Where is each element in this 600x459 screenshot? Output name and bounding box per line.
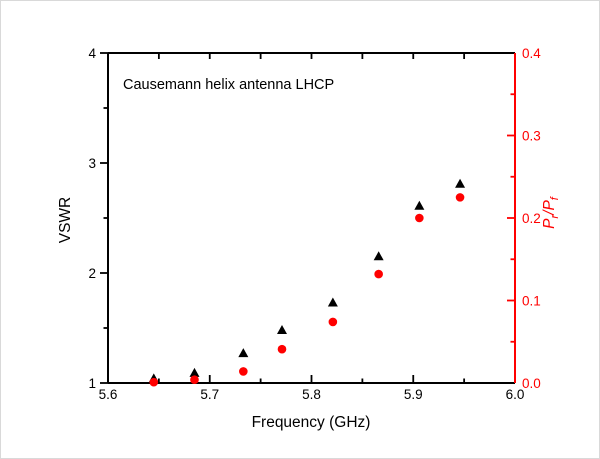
vswr-data-point xyxy=(238,348,249,358)
x-axis-title: Frequency (GHz) xyxy=(251,414,371,431)
right-tick-label: 0.2 xyxy=(522,211,541,226)
x-tick-label: 5.6 xyxy=(99,387,118,402)
right-tick-label: 0.4 xyxy=(522,46,541,61)
right-axis-title-sub2: f xyxy=(549,197,562,201)
left-tick-label: 1 xyxy=(88,376,96,391)
prpf-data-point xyxy=(415,213,424,223)
right-axis-title-base2: P xyxy=(540,200,558,211)
right-tick-label: 0.0 xyxy=(522,376,541,391)
right-tick-label: 0.3 xyxy=(522,129,541,144)
left-tick-label: 4 xyxy=(88,46,96,61)
prpf-data-point xyxy=(277,344,287,354)
vswr-data-point xyxy=(327,297,338,307)
right-axis-title: Pr/Pf xyxy=(541,197,561,229)
x-tick-label: 5.9 xyxy=(404,387,423,402)
prpf-data-point xyxy=(328,317,338,327)
right-axis-title-base1: P xyxy=(540,218,558,229)
x-tick-label: 5.7 xyxy=(200,387,219,402)
vswr-data-point xyxy=(414,200,425,210)
vswr-data-point xyxy=(373,251,384,261)
prpf-data-point xyxy=(149,377,159,387)
x-tick-label: 6.0 xyxy=(506,387,525,402)
right-tick-label: 0.1 xyxy=(522,294,541,309)
vswr-data-point xyxy=(189,367,200,377)
prpf-data-point xyxy=(190,375,199,385)
left-axis-title: VSWR xyxy=(57,196,74,244)
plot-annotation: Causemann helix antenna LHCP xyxy=(123,77,335,93)
vswr-data-point xyxy=(455,178,466,188)
prpf-data-point xyxy=(455,193,465,202)
x-tick-label: 5.8 xyxy=(302,387,321,402)
right-axis-title-sub1: r xyxy=(549,214,562,219)
prpf-data-point xyxy=(239,367,248,376)
vswr-data-point xyxy=(276,325,287,334)
right-axis-title-sep: / xyxy=(540,210,558,215)
left-tick-label: 2 xyxy=(88,266,96,281)
left-tick-label: 3 xyxy=(88,156,96,171)
prpf-data-point xyxy=(374,269,383,279)
